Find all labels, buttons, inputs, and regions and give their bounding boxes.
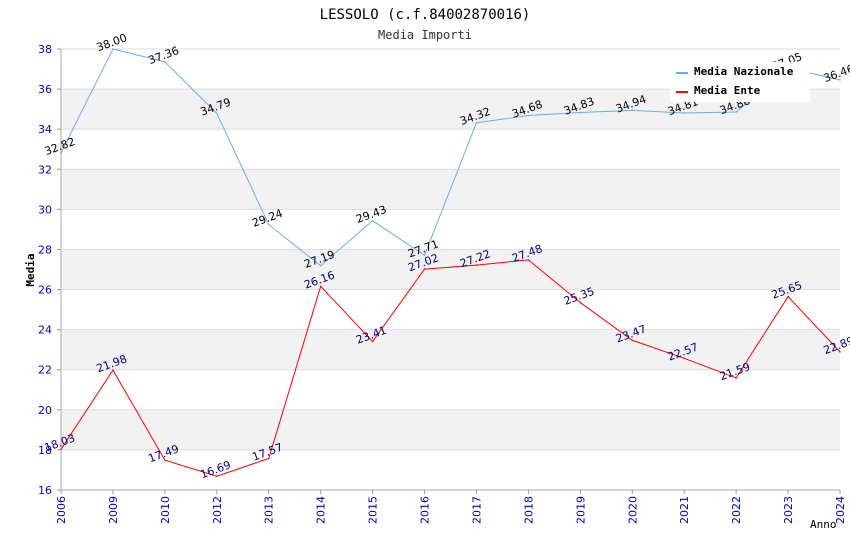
x-tick-label: 2022: [730, 496, 743, 524]
data-point: [423, 268, 426, 270]
x-tick-label: 2023: [782, 496, 795, 524]
data-point: [735, 111, 737, 113]
y-tick-label: 28: [38, 243, 52, 256]
y-tick-label: 30: [38, 203, 52, 216]
data-point: [579, 111, 582, 114]
legend-label-nazionale: Media Nazionale: [694, 65, 794, 78]
x-tick-label: 2014: [315, 496, 328, 524]
data-point: [423, 254, 426, 257]
y-tick-label: 22: [38, 364, 52, 377]
x-tick-label: 2021: [678, 496, 691, 524]
data-point: [371, 340, 374, 343]
x-tick-label: 2010: [159, 496, 172, 524]
y-tick-label: 18: [38, 444, 52, 457]
x-tick-label: 2016: [419, 496, 432, 524]
data-point: [735, 377, 737, 379]
data-point: [787, 295, 789, 298]
y-tick-label: 32: [38, 163, 52, 176]
data-point: [839, 79, 841, 81]
data-point: [216, 112, 218, 115]
x-tick-label: 2020: [626, 496, 639, 524]
y-tick-label: 20: [38, 404, 52, 417]
data-point: [164, 61, 166, 63]
chart-subtitle: Media Importi: [378, 28, 472, 42]
y-axis-ticks: 16 18 20 22 24 26 28 30 32 34 36 38: [38, 43, 61, 497]
data-point: [319, 264, 322, 267]
data-point: [216, 475, 218, 477]
data-point: [527, 259, 530, 261]
data-point: [60, 448, 62, 451]
grid-band: [61, 249, 840, 290]
chart-title: LESSOLO (c.f.84002870016): [320, 7, 531, 23]
data-point: [683, 112, 685, 114]
data-point: [839, 351, 841, 353]
data-point: [631, 109, 634, 112]
series-line-1: [60, 259, 841, 477]
data-point: [319, 285, 322, 288]
x-tick-label: 2015: [367, 496, 380, 524]
x-axis-label: Anno: [810, 518, 837, 531]
grid-band: [61, 329, 840, 370]
data-point: [267, 457, 270, 460]
y-tick-label: 24: [38, 324, 52, 337]
y-tick-label: 36: [38, 83, 52, 96]
grid-band: [61, 409, 840, 450]
x-tick-label: 2019: [574, 496, 587, 524]
data-point: [683, 357, 685, 360]
legend: Media Nazionale Media Ente: [670, 62, 810, 102]
legend-label-ente: Media Ente: [694, 84, 761, 97]
data-point: [475, 121, 478, 124]
data-point: [527, 114, 530, 117]
series-line-0: [60, 48, 841, 267]
gridlines: [61, 48, 840, 491]
data-label: 16.69: [199, 458, 233, 481]
legend-box: [670, 62, 810, 102]
data-point: [112, 369, 114, 371]
x-axis-ticks: 2006 2009 2010 2012 2013 2014 2015 2016 2017 2018…: [55, 490, 847, 524]
data-label: 36.46: [822, 62, 850, 85]
data-point: [60, 152, 62, 154]
data-point: [164, 459, 166, 461]
data-label: 37.36: [147, 44, 181, 67]
data-label: 18.03: [43, 432, 77, 455]
data-label: 29.24: [251, 207, 285, 230]
data-point: [371, 219, 374, 222]
y-tick-label: 26: [38, 284, 52, 297]
x-tick-label: 2013: [263, 496, 276, 524]
data-label: 32.82: [43, 135, 77, 158]
y-tick-label: 38: [38, 43, 52, 56]
x-tick-label: 2006: [55, 496, 68, 524]
x-tick-label: 2024: [834, 496, 847, 524]
data-point: [267, 223, 270, 226]
x-tick-label: 2017: [470, 496, 483, 524]
data-point: [579, 301, 582, 304]
y-axis-label: Media: [24, 253, 37, 286]
data-point: [112, 48, 114, 50]
data-point: [475, 264, 478, 266]
series-lines: [60, 48, 841, 477]
y-tick-label: 16: [38, 484, 52, 497]
grid-bands: [61, 89, 840, 450]
x-tick-label: 2018: [522, 496, 535, 524]
x-tick-label: 2009: [107, 496, 120, 524]
y-tick-label: 34: [38, 123, 52, 136]
x-tick-label: 2012: [211, 496, 224, 524]
axes: [60, 49, 840, 491]
data-point: [631, 339, 634, 342]
